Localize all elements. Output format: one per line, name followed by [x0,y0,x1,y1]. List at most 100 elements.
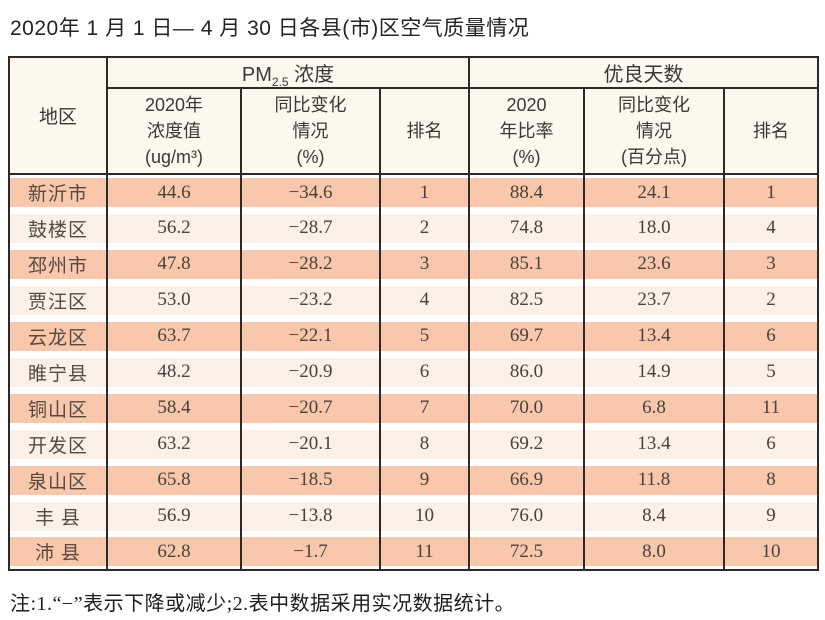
cell-pm-rank: 7 [378,390,470,426]
cell-pm-rank: 3 [378,246,470,282]
column-header-days-rank: 排名 [723,88,819,175]
cell-pm-change: −20.9 [240,354,380,390]
cell-days-change: 13.4 [583,426,725,462]
cell-pm-value: 65.8 [106,462,241,498]
cell-days-ratio: 85.1 [468,246,585,282]
table-row: 铜山区 58.4 −20.7 7 70.0 6.8 11 [8,390,819,426]
cell-pm-value: 63.2 [106,426,241,462]
table-row: 鼓楼区 56.2 −28.7 2 74.8 18.0 4 [8,210,819,246]
cell-days-ratio: 82.5 [468,282,585,318]
cell-days-ratio: 88.4 [468,174,585,210]
column-header-pm-value: 2020年 浓度值 (ug/m³) [106,88,241,175]
table-row: 丰 县 56.9 −13.8 10 76.0 8.4 9 [8,498,819,534]
cell-days-rank: 10 [723,534,819,570]
column-header-pm-change: 同比变化 情况 (%) [240,88,380,175]
cell-region: 沛 县 [8,534,107,570]
table-row: 新沂市 44.6 −34.6 1 88.4 24.1 1 [8,174,819,210]
cell-pm-rank: 8 [378,426,470,462]
cell-days-change: 13.4 [583,318,725,354]
cell-pm-change: −28.2 [240,246,380,282]
cell-pm-value: 62.8 [106,534,241,570]
air-quality-table: 地区 PM2.5 浓度 优良天数 2020年 浓度值 (ug/m³) 同比变化 … [8,56,820,571]
page-title: 2020年 1 月 1 日— 4 月 30 日各县(市)区空气质量情况 [10,17,530,40]
pm-label-subscript: 2.5 [271,75,289,89]
cell-pm-value: 53.0 [106,282,241,318]
cell-pm-value: 58.4 [106,390,241,426]
cell-days-rank: 1 [723,174,819,210]
cell-days-change: 14.9 [583,354,725,390]
cell-days-rank: 6 [723,426,819,462]
column-header-days-change: 同比变化 情况 (百分点) [583,88,725,175]
cell-pm-value: 48.2 [106,354,241,390]
cell-days-ratio: 70.0 [468,390,585,426]
table-row: 邳州市 47.8 −28.2 3 85.1 23.6 3 [8,246,819,282]
cell-pm-value: 47.8 [106,246,241,282]
cell-pm-value: 63.7 [106,318,241,354]
column-header-pm-rank: 排名 [378,88,470,175]
table-row: 泉山区 65.8 −18.5 9 66.9 11.8 8 [8,462,819,498]
table-footnote: 注:1.“−”表示下降或减少;2.表中数据采用实况数据统计。 [10,593,516,615]
cell-days-rank: 3 [723,246,819,282]
cell-days-change: 8.0 [583,534,725,570]
cell-pm-value: 56.2 [106,210,241,246]
table-row: 开发区 63.2 −20.1 8 69.2 13.4 6 [8,426,819,462]
cell-days-rank: 8 [723,462,819,498]
cell-days-rank: 5 [723,354,819,390]
cell-pm-change: −20.1 [240,426,380,462]
cell-region: 开发区 [8,426,107,462]
cell-pm-change: −13.8 [240,498,380,534]
table-header: 地区 PM2.5 浓度 优良天数 2020年 浓度值 (ug/m³) 同比变化 … [8,57,819,175]
cell-days-change: 6.8 [583,390,725,426]
cell-pm-rank: 2 [378,210,470,246]
column-header-days-ratio: 2020 年比率 (%) [468,88,585,175]
cell-pm-change: −20.7 [240,390,380,426]
cell-region: 丰 县 [8,498,107,534]
cell-region: 铜山区 [8,390,107,426]
cell-pm-change: −28.7 [240,210,380,246]
table-row: 沛 县 62.8 −1.7 11 72.5 8.0 10 [8,534,819,570]
cell-region: 泉山区 [8,462,107,498]
column-group-pm25: PM2.5 浓度 [105,57,470,89]
pm-label-suffix: 浓度 [288,64,335,86]
cell-days-ratio: 66.9 [468,462,585,498]
header-sub-row: 2020年 浓度值 (ug/m³) 同比变化 情况 (%) 排名 2020 年比… [9,88,819,175]
cell-days-ratio: 74.8 [468,210,585,246]
cell-pm-value: 56.9 [106,498,241,534]
cell-days-rank: 2 [723,282,819,318]
column-header-region: 地区 [8,57,107,175]
table-row: 云龙区 63.7 −22.1 5 69.7 13.4 6 [8,318,819,354]
cell-days-rank: 4 [723,210,819,246]
cell-pm-value: 44.6 [106,174,241,210]
cell-region: 云龙区 [8,318,107,354]
cell-days-change: 23.7 [583,282,725,318]
cell-region: 鼓楼区 [8,210,107,246]
cell-region: 睢宁县 [8,354,107,390]
cell-pm-change: −23.2 [240,282,380,318]
cell-region: 新沂市 [8,174,107,210]
cell-days-ratio: 72.5 [468,534,585,570]
pm-label-prefix: PM [241,64,272,86]
cell-pm-rank: 4 [378,282,470,318]
cell-region: 邳州市 [8,246,107,282]
cell-pm-rank: 1 [378,174,470,210]
cell-pm-change: −34.6 [240,174,380,210]
cell-pm-rank: 11 [378,534,470,570]
cell-pm-rank: 5 [378,318,470,354]
cell-days-ratio: 69.2 [468,426,585,462]
cell-days-rank: 9 [723,498,819,534]
header-group-row: 地区 PM2.5 浓度 优良天数 [8,57,819,175]
table-row: 睢宁县 48.2 −20.9 6 86.0 14.9 5 [8,354,819,390]
cell-pm-rank: 10 [378,498,470,534]
cell-days-change: 8.4 [583,498,725,534]
cell-pm-change: −18.5 [240,462,380,498]
cell-pm-change: −22.1 [240,318,380,354]
cell-days-change: 23.6 [583,246,725,282]
cell-days-rank: 11 [723,390,819,426]
cell-days-ratio: 86.0 [468,354,585,390]
cell-region: 贾汪区 [8,282,107,318]
cell-pm-change: −1.7 [240,534,380,570]
column-group-good-days: 优良天数 [468,57,819,89]
cell-days-change: 11.8 [583,462,725,498]
cell-pm-rank: 6 [378,354,470,390]
